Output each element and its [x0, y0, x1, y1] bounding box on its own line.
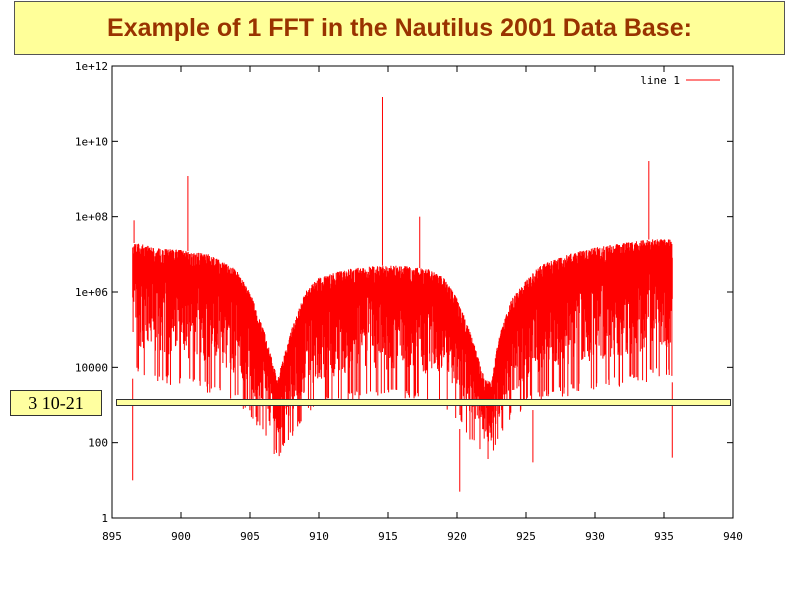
- x-tick-label: 915: [378, 530, 398, 543]
- legend: line 1: [640, 74, 720, 87]
- x-tick-label: 925: [516, 530, 536, 543]
- x-tick-label: 905: [240, 530, 260, 543]
- x-tick-label: 910: [309, 530, 329, 543]
- y-tick-label: 1e+06: [75, 286, 108, 299]
- y-tick-label: 10000: [75, 361, 108, 374]
- y-tick-label: 1e+08: [75, 211, 108, 224]
- y-tick-label: 100: [88, 437, 108, 450]
- y-tick-label: 1: [101, 512, 108, 525]
- threshold-bar: [116, 399, 731, 406]
- x-tick-label: 895: [102, 530, 122, 543]
- legend-label: line 1: [640, 74, 680, 87]
- title-banner: Example of 1 FFT in the Nautilus 2001 Da…: [14, 1, 785, 55]
- x-tick-label: 900: [171, 530, 191, 543]
- x-tick-label: 940: [723, 530, 743, 543]
- x-tick-label: 930: [585, 530, 605, 543]
- x-tick-label: 920: [447, 530, 467, 543]
- y-tick-label: 1e+12: [75, 60, 108, 73]
- series-layer: [132, 97, 673, 492]
- x-tick-label: 935: [654, 530, 674, 543]
- ticks-layer: 895 900 905 910 915 920 925 930 935 940 1 100 10000 1…: [75, 60, 743, 543]
- threshold-label: 3 10-21: [10, 390, 102, 416]
- y-tick-label: 1e+10: [75, 135, 108, 148]
- slide-title: Example of 1 FFT in the Nautilus 2001 Da…: [107, 13, 692, 42]
- series-line-1: [132, 239, 673, 459]
